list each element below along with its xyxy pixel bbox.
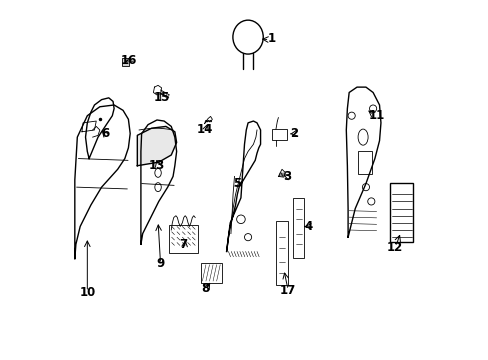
Text: 7: 7 bbox=[180, 238, 187, 251]
Text: 11: 11 bbox=[368, 109, 384, 122]
Text: 6: 6 bbox=[101, 127, 109, 140]
Text: 1: 1 bbox=[266, 32, 275, 45]
Polygon shape bbox=[137, 126, 176, 166]
Text: 12: 12 bbox=[386, 241, 402, 255]
Text: 2: 2 bbox=[290, 127, 298, 140]
Text: 15: 15 bbox=[154, 91, 170, 104]
Text: 8: 8 bbox=[201, 283, 209, 296]
Text: 10: 10 bbox=[79, 286, 95, 299]
Text: 5: 5 bbox=[233, 177, 241, 190]
Text: 16: 16 bbox=[120, 54, 136, 67]
Text: 17: 17 bbox=[279, 284, 295, 297]
Text: 4: 4 bbox=[304, 220, 312, 233]
Text: 14: 14 bbox=[197, 123, 213, 136]
Text: 3: 3 bbox=[283, 170, 291, 183]
Text: 9: 9 bbox=[156, 257, 164, 270]
Text: 13: 13 bbox=[148, 159, 165, 172]
FancyBboxPatch shape bbox=[122, 58, 129, 66]
